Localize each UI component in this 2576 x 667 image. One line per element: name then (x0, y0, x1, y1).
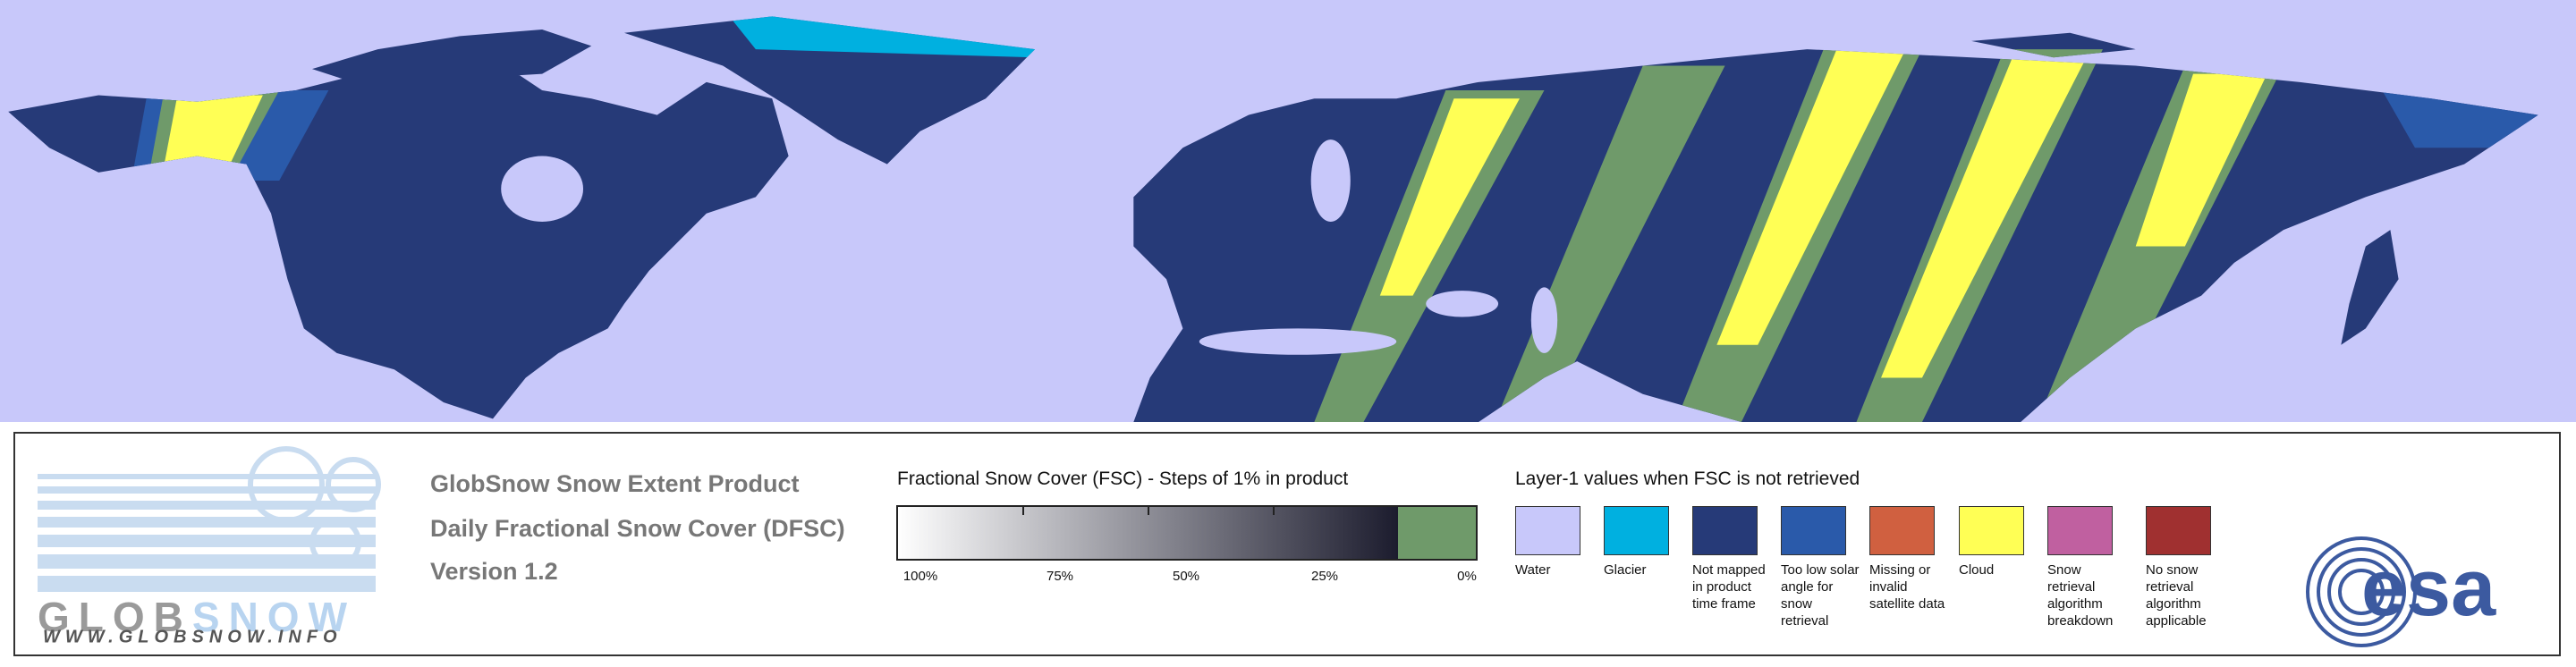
colorbar-tick-label: 50% (1172, 569, 1200, 584)
legend-title: Layer-1 values when FSC is not retrieved (1515, 469, 1860, 489)
colorbar-tick-label: 25% (1310, 569, 1339, 584)
legend-swatch (1869, 506, 1935, 555)
colorbar-tick-label: 100% (902, 569, 938, 584)
colorbar (897, 506, 1398, 560)
map (0, 0, 2576, 422)
legend-label: Snow retrieval algorithm breakdown (2047, 562, 2114, 629)
product-title: GlobSnow Snow Extent Product (430, 470, 800, 497)
logo-url: WWW.GLOBSNOW.INFO (43, 628, 343, 647)
legend-label: No snow retrieval algorithm applicable (2146, 562, 2207, 629)
legend-swatch (1959, 506, 2024, 555)
esa-emblem (2306, 536, 2417, 647)
legend-panel: GLOBSNOW WWW.GLOBSNOW.INFO esa (13, 432, 2561, 656)
colorbar-frame (896, 505, 1478, 561)
seas (501, 139, 1610, 422)
product-subtitle: Daily Fractional Snow Cover (DFSC) (430, 515, 845, 542)
legend-label: Glacier (1604, 562, 1647, 578)
colorbar-tick-label: 0% (1457, 569, 1477, 584)
colorbar-zero (1398, 506, 1477, 560)
snowflakes (248, 446, 381, 569)
legend-swatch (1692, 506, 1758, 555)
legend-label: Cloud (1959, 562, 1995, 578)
legend-label: Missing or invalid satellite data (1869, 562, 1945, 612)
colorbar-title: Fractional Snow Cover (FSC) - Steps of 1… (897, 469, 1349, 489)
legend-label: Not mapped in product time frame (1692, 562, 1766, 612)
colorbar-tick (1148, 506, 1149, 515)
version: Version 1.2 (430, 558, 558, 585)
legend-label: Water (1515, 562, 1551, 578)
legend-swatch (2146, 506, 2211, 555)
colorbar-tick-label: 75% (1046, 569, 1074, 584)
legend-swatch (1604, 506, 1669, 555)
legend-swatch (2047, 506, 2113, 555)
logo-text: GLOBSNOW (38, 594, 356, 640)
legend-swatch (1781, 506, 1846, 555)
legend-label: Too low solar angle for snow retrieval (1781, 562, 1860, 629)
esa-logo-text: esa (2361, 544, 2496, 633)
colorbar-tick (1022, 506, 1024, 515)
colorbar-tick (1273, 506, 1275, 515)
legend-swatch (1515, 506, 1580, 555)
